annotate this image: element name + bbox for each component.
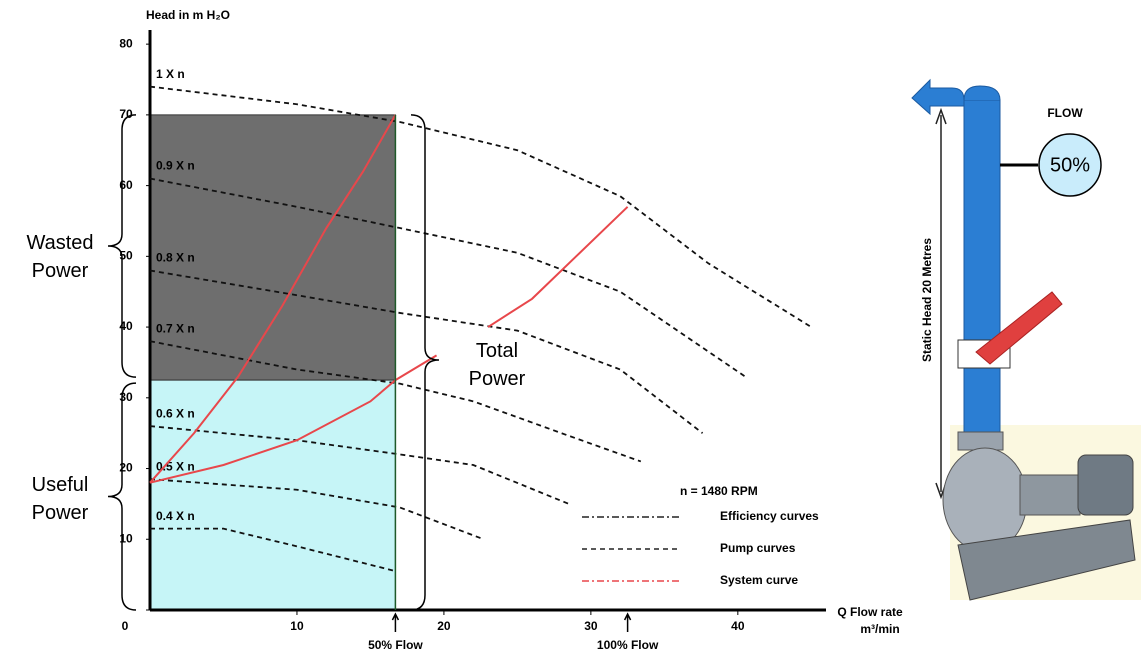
static-head-label: Static Head 20 Metres <box>920 238 934 362</box>
region <box>149 114 396 381</box>
system-curve <box>487 206 629 328</box>
pump-motor <box>1077 454 1134 516</box>
legend-title: n = 1480 RPM <box>680 484 758 498</box>
curve-label: 0.5 X n <box>156 459 195 473</box>
region-label: Wasted Power <box>26 232 93 282</box>
x-tick-label: 20 <box>437 619 451 633</box>
pump-shaft <box>1019 474 1081 516</box>
x-tick-label: 10 <box>290 619 304 633</box>
pipe-bend <box>963 85 1001 101</box>
curve-label: 1 X n <box>156 67 185 81</box>
flow-value: 50% <box>1050 154 1090 176</box>
y-axis-label: Head in m H₂O <box>146 8 230 22</box>
y-tick-label: 80 <box>119 36 133 50</box>
pump-curve <box>149 478 484 541</box>
pipe <box>963 99 1001 441</box>
system-curve <box>149 114 397 484</box>
brace <box>107 382 137 611</box>
region <box>149 379 396 611</box>
pump-curve <box>149 85 812 328</box>
system-curve <box>149 354 438 484</box>
pump-flange <box>957 431 1004 451</box>
x-tick-label: 40 <box>731 619 745 633</box>
total-power-label: Total Power <box>469 340 526 390</box>
valve-handle <box>975 291 1063 365</box>
flow-marker-label: 100% Flow <box>597 638 659 652</box>
brace <box>107 114 137 378</box>
x-axis-unit: m³/min <box>860 622 899 636</box>
flow-arrow <box>391 612 400 632</box>
curve-label: 0.7 X n <box>156 321 195 335</box>
x-axis-label: Q Flow rate <box>837 605 903 619</box>
curve-label: 0.8 X n <box>156 251 195 265</box>
y-tick-label: 0 <box>122 619 129 633</box>
legend-label: System curve <box>720 573 798 587</box>
flow-gauge <box>1038 133 1102 197</box>
pump-base <box>957 519 1136 601</box>
legend-label: Pump curves <box>720 541 796 555</box>
pump-illustration: 50% FLOW Static Head 20 Metres <box>911 78 1141 601</box>
curve-label: 0.9 X n <box>156 159 195 173</box>
flow-title: FLOW <box>1047 106 1083 120</box>
y-tick-label: 70 <box>119 107 133 121</box>
pipe-outlet-arrow <box>911 78 965 116</box>
brace <box>410 114 440 611</box>
pump-curve <box>149 340 642 463</box>
pump-curve <box>149 269 704 434</box>
x-tick-label: 30 <box>584 619 598 633</box>
pump-curve <box>150 527 396 572</box>
region-label: Useful Power <box>32 474 89 524</box>
pump-curve <box>149 425 570 505</box>
curve-label: 0.6 X n <box>156 406 195 420</box>
legend-label: Efficiency curves <box>720 509 819 523</box>
flow-marker-label: 50% Flow <box>368 638 423 652</box>
flow-arrow <box>623 612 632 632</box>
curve-label: 0.4 X n <box>156 509 195 523</box>
